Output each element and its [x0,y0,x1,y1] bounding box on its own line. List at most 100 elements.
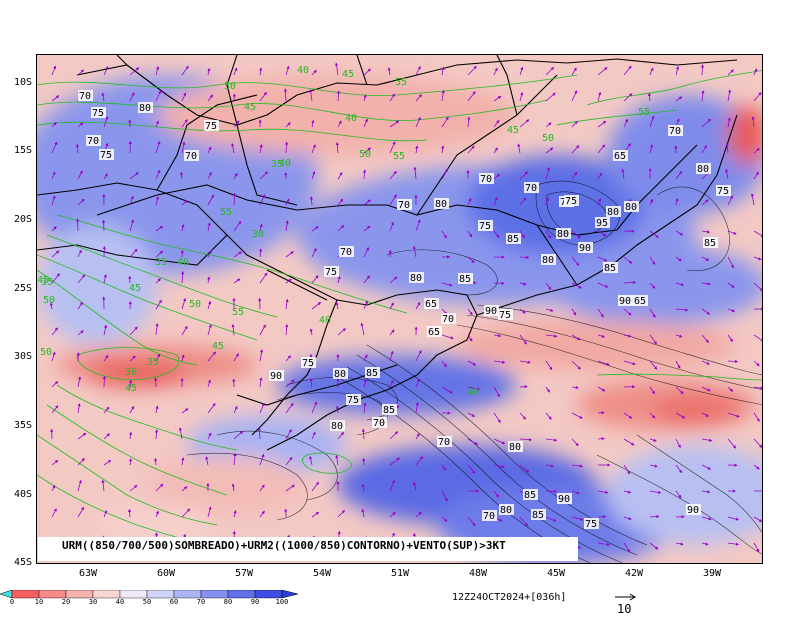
wind-vector [155,120,159,128]
wind-vector [519,255,530,259]
wind-vector [727,308,736,313]
wind-vector [77,506,85,518]
wind-vector [361,483,365,492]
wind-vector [493,412,501,423]
green-contour-label: 30 [252,229,264,240]
wind-vector [441,230,447,239]
colorbar-swatch [38,590,67,599]
wind-vector [181,325,188,336]
wind-vector [285,355,292,362]
wind-vector [467,464,476,474]
wind-vector [415,456,424,466]
black-contour-label: 80 [410,273,422,284]
black-contour-label: 90 [485,306,497,317]
wind-vector [597,437,605,441]
black-contour-label: 75 [479,221,491,232]
green-contour-label: 40 [177,257,189,268]
black-contour-label: 75 [92,108,104,119]
wind-vector [181,92,187,102]
wind-vector [647,92,652,102]
country-state-borders [37,55,738,451]
lat-label: 40S [13,489,32,500]
wind-vector [181,119,188,128]
wind-vector [675,256,682,262]
black-contour-label: 80 [334,369,346,380]
wind-vector [649,438,657,442]
wind-vector [467,334,473,342]
black-contour-label-bg [508,441,523,452]
wind-vector [597,282,609,288]
wind-vector [155,196,159,206]
reference-vector-label: 10 [617,602,632,616]
wind-vector [129,92,135,102]
black-contour-label-bg [301,357,316,368]
wind-vector [389,170,397,180]
wind-vector [441,168,449,180]
wind-vector [77,122,84,128]
lat-label: 10S [13,77,32,88]
wind-vector [389,457,400,466]
wind-vector [258,248,263,258]
wind-vector [621,168,625,180]
black-contour-label: 70 [669,126,681,137]
wind-vector [467,386,481,391]
green-contour-label: 30 [125,367,137,378]
wind-vector [700,64,705,76]
wind-vector [311,401,318,414]
black-contour-label-bg [138,102,153,113]
wind-vector [207,506,212,518]
wind-vector [337,120,342,128]
wind-vector [467,516,476,527]
wind-vector [571,464,584,468]
colorbar-swatch [227,590,256,599]
wind-vector [623,280,637,285]
wind-vector [337,172,343,180]
lon-label: 63W [78,568,98,579]
black-contour-label: 70 [438,437,450,448]
wind-vector [181,200,188,206]
black-contour-label: 80 [331,421,343,432]
wind-vector [545,464,555,468]
wind-vector [727,359,739,364]
wind-vector [597,198,602,206]
lat-label: 25S [13,283,32,294]
wind-vector [441,66,445,76]
wind-vector [103,509,108,518]
wind-vector [389,479,395,492]
wind-vector [207,194,215,206]
wind-vector [155,250,164,258]
wind-vector [701,386,711,392]
wind-vector [363,94,367,102]
black-contour-label: 80 [500,505,512,516]
wind-vector [389,93,395,102]
wind-vector [154,377,158,388]
wind-vector [545,230,552,239]
wind-vector [597,91,602,102]
wind-vector [103,433,110,440]
black-contour-label-bg [204,120,219,131]
wind-vector [727,334,733,343]
black-contour-label-bg [696,163,711,174]
black-contour-label-bg [458,273,473,284]
wind-vector [257,427,261,440]
wind-vector [311,431,316,440]
wind-vector [389,431,399,440]
wind-vector [232,93,236,102]
black-contour-label: 90 [270,371,282,382]
wind-vector [155,225,164,232]
wind-vector [675,282,685,287]
wind-vector [311,119,315,128]
black-contour-label: 70 [79,91,91,102]
wind-vector [207,402,216,414]
wind-vector [259,144,263,154]
wind-vector [415,219,421,232]
wind-vector [701,145,707,154]
black-contour-label-bg [78,90,93,101]
wind-vector [519,308,526,314]
black-contour-label: 70 [525,183,537,194]
black-contour-label-bg [531,509,546,520]
reference-vector-arrow-icon [615,593,636,601]
wind-vector [701,412,710,417]
wind-vector [753,360,760,367]
